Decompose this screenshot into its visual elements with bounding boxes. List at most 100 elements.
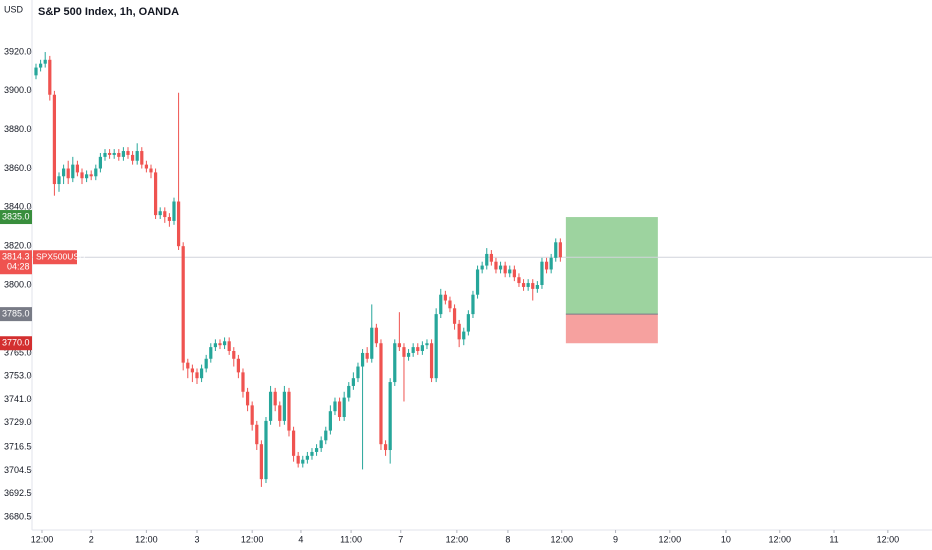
candle-body [402, 347, 406, 357]
candle-body [489, 253, 493, 262]
candle-body [452, 308, 457, 324]
candle-body [393, 343, 397, 383]
candle-body [397, 343, 401, 348]
candle-body [347, 385, 351, 398]
candle-body [190, 368, 194, 373]
candle-body [255, 424, 259, 445]
candle-body [43, 59, 47, 64]
candle-body [153, 172, 158, 216]
candle-body [540, 261, 544, 285]
candle-body [199, 368, 204, 379]
y-tick-label: 3860.0 [4, 163, 32, 173]
candle-body [301, 459, 305, 464]
candle-body [448, 300, 452, 309]
candle-body [181, 246, 185, 363]
candle-body [264, 420, 268, 480]
candle-body [103, 152, 107, 157]
candle-body [236, 358, 240, 373]
candle-body [163, 211, 167, 218]
candle-body [480, 265, 484, 270]
candle-body [186, 362, 190, 369]
loss-zone [565, 314, 658, 344]
candle-body [558, 242, 562, 258]
y-tick-label: 3880.0 [4, 124, 32, 134]
candle-body [209, 347, 213, 359]
y-tick-label: 3920.0 [4, 46, 32, 56]
candle-body [356, 366, 360, 379]
y-tick-label: 3765.0 [4, 347, 32, 357]
candle-body [75, 164, 80, 173]
candle-body [554, 242, 558, 258]
candle-body [526, 283, 530, 287]
candle-body [140, 151, 144, 165]
y-tick-label: 3692.5 [4, 488, 32, 498]
x-tick-label: 10 [721, 534, 731, 544]
candle-body [48, 59, 52, 95]
candle-body [158, 211, 162, 216]
candle-body [282, 391, 286, 421]
x-tick-label: 7 [398, 534, 403, 544]
profit-zone [565, 217, 658, 315]
candle-body [195, 372, 199, 379]
candle-body [457, 323, 461, 340]
candle-body [305, 455, 309, 460]
candle-body [512, 269, 516, 278]
candle-body [144, 164, 149, 169]
chart-title: S&P 500 Index, 1h, OANDA [38, 6, 179, 18]
candle-body [439, 294, 443, 315]
candle-body [94, 168, 98, 177]
candle-body [498, 265, 503, 270]
y-tick-label: 3716.5 [4, 441, 32, 451]
y-tick-label: 3741.0 [4, 394, 32, 404]
entry-badge [0, 307, 32, 322]
candle-body [549, 257, 553, 270]
candle-body [273, 391, 277, 406]
entry-label: 3785.0 [2, 308, 30, 318]
candle-body [544, 261, 549, 270]
candle-body [172, 201, 176, 221]
x-tick-label: 11:00 [340, 534, 362, 544]
candle-body [535, 284, 539, 289]
candle-body [365, 352, 369, 359]
candle-body [84, 174, 89, 179]
candle-body [503, 265, 507, 274]
candle-body [388, 382, 392, 451]
candle-body [462, 331, 466, 340]
x-tick-label: 9 [613, 534, 618, 544]
candle-body [328, 411, 332, 431]
x-tick-label: 12:00 [135, 534, 158, 544]
candle-body [227, 341, 231, 352]
candle-body [232, 351, 236, 359]
x-tick-label: 12:00 [768, 534, 791, 544]
candle-body [80, 172, 84, 179]
candle-body [406, 352, 411, 357]
countdown-label: 04:28 [7, 262, 30, 272]
candle-body [245, 391, 250, 406]
candle-body [379, 343, 383, 445]
candle-body [471, 294, 475, 315]
x-tick-label: 8 [505, 534, 510, 544]
candle-body [434, 314, 438, 379]
candle-body [268, 391, 273, 421]
candle-body [319, 440, 323, 449]
candle-body [222, 341, 227, 346]
candle-body [71, 164, 75, 179]
candle-body [521, 283, 526, 287]
candle-body [135, 151, 139, 161]
currency-label: USD [4, 4, 24, 14]
candle-body [291, 430, 296, 456]
candle-body [57, 176, 61, 185]
candle-body [112, 152, 116, 155]
x-tick-label: 4 [298, 534, 303, 544]
candle-body [98, 156, 103, 169]
stop-label: 3770.0 [2, 338, 30, 348]
last-price-badge [0, 250, 32, 275]
candle-body [66, 168, 70, 179]
candle-body [149, 168, 153, 173]
candle-body [167, 217, 171, 221]
x-tick-label: 2 [89, 534, 94, 544]
y-tick-label: 3900.0 [4, 85, 32, 95]
candle-body [429, 343, 434, 379]
